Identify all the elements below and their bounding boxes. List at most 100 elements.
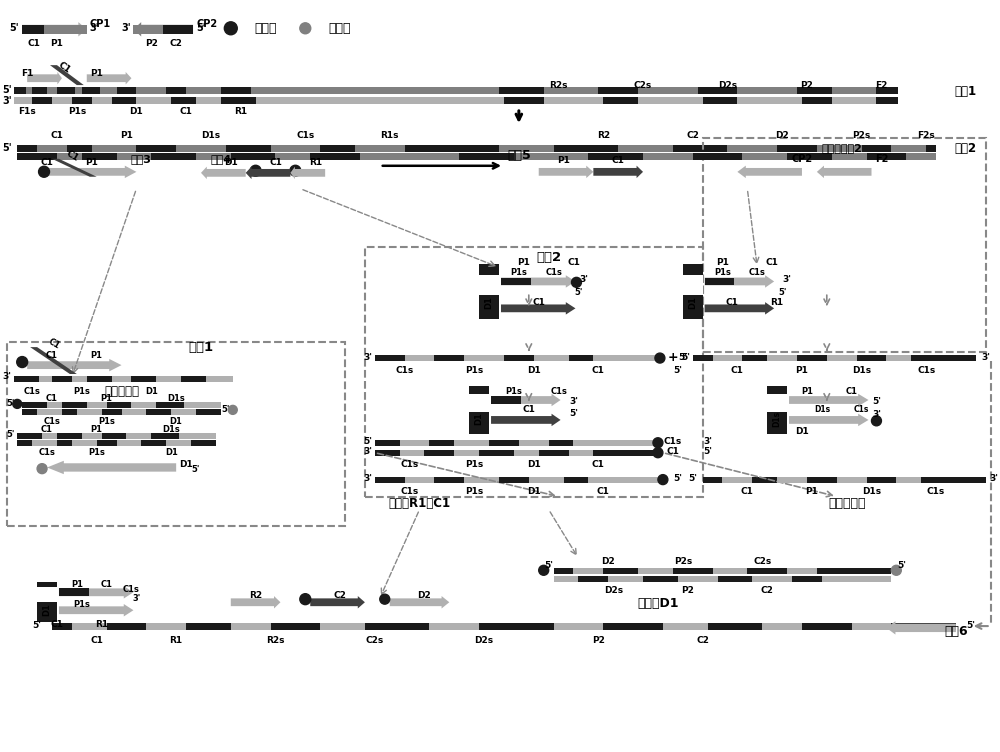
Bar (52, 376, 72, 382)
FancyArrow shape (737, 165, 802, 178)
Bar (554, 623, 603, 630)
Bar (713, 355, 742, 361)
Bar (718, 576, 752, 582)
Bar (698, 87, 737, 94)
Bar (166, 87, 186, 94)
Text: 5': 5' (192, 465, 200, 475)
Bar (17, 153, 57, 160)
Text: P1s: P1s (714, 268, 731, 277)
Bar (504, 98, 544, 104)
FancyArrow shape (231, 596, 280, 608)
Bar (7, 342, 345, 526)
Bar (504, 355, 534, 361)
Text: 3': 3' (3, 372, 12, 381)
Text: P1s: P1s (88, 448, 105, 457)
Text: F1: F1 (21, 68, 33, 77)
Text: 5': 5' (778, 288, 786, 297)
Bar (62, 402, 87, 408)
Text: 3': 3' (2, 96, 12, 105)
Bar (112, 98, 136, 104)
Text: C1: C1 (597, 487, 610, 496)
Text: D2: D2 (775, 132, 789, 141)
Text: P1s: P1s (73, 599, 90, 608)
Bar (32, 87, 47, 94)
Text: D1: D1 (130, 108, 143, 117)
Text: D2: D2 (601, 556, 615, 566)
Bar (876, 98, 898, 104)
Bar (231, 623, 271, 630)
Bar (722, 477, 752, 483)
Text: F2s: F2s (917, 132, 935, 141)
Bar (703, 98, 737, 104)
Text: P2: P2 (145, 39, 158, 47)
Text: R2s: R2s (266, 635, 285, 644)
Bar (767, 386, 787, 434)
Circle shape (250, 165, 261, 176)
Text: P1s: P1s (505, 387, 522, 396)
FancyArrow shape (47, 461, 176, 475)
Text: R1: R1 (234, 108, 247, 117)
Text: 5': 5' (681, 353, 690, 362)
Text: CP2: CP2 (196, 20, 218, 29)
Text: 5': 5' (544, 561, 553, 570)
Text: C1: C1 (726, 298, 739, 307)
Text: D1: D1 (43, 602, 52, 616)
Bar (501, 277, 531, 285)
Text: C2s: C2s (634, 80, 652, 89)
Text: 3': 3' (579, 275, 588, 284)
Bar (355, 145, 405, 152)
Circle shape (871, 416, 881, 426)
Circle shape (380, 594, 390, 604)
Bar (72, 440, 97, 446)
Text: 3': 3' (363, 474, 372, 483)
Bar (166, 440, 191, 446)
Text: D2s: D2s (604, 586, 623, 595)
FancyArrow shape (133, 22, 193, 36)
Text: 步骤5: 步骤5 (507, 150, 531, 162)
Bar (310, 153, 360, 160)
Text: 3': 3' (872, 411, 881, 420)
FancyArrow shape (246, 167, 290, 179)
Bar (151, 433, 179, 438)
FancyArrow shape (705, 275, 774, 288)
Bar (82, 153, 117, 160)
Text: 3': 3' (122, 23, 131, 33)
Bar (876, 87, 898, 94)
Bar (375, 355, 658, 361)
Text: 近似于R1、C1: 近似于R1、C1 (388, 497, 451, 510)
Text: D1s: D1s (773, 411, 782, 427)
FancyArrow shape (886, 621, 956, 635)
Text: P1s: P1s (68, 108, 86, 117)
Text: 5': 5' (574, 288, 583, 297)
Text: C1: C1 (612, 156, 625, 165)
Text: D1s: D1s (814, 405, 830, 414)
Circle shape (658, 475, 668, 484)
Bar (817, 145, 862, 152)
Bar (156, 402, 184, 408)
Circle shape (290, 165, 301, 176)
Text: C1s: C1s (296, 132, 314, 141)
Bar (375, 477, 658, 483)
FancyArrow shape (491, 414, 561, 426)
Text: P1s: P1s (465, 460, 483, 469)
Text: P1: P1 (517, 258, 530, 267)
Text: C1: C1 (741, 487, 754, 496)
Text: C1: C1 (567, 258, 580, 267)
Bar (131, 376, 156, 382)
Text: P1s: P1s (510, 268, 527, 277)
Bar (221, 87, 251, 94)
Bar (499, 87, 544, 94)
Bar (705, 277, 734, 285)
Text: P2: P2 (800, 80, 813, 89)
Bar (17, 433, 216, 438)
Bar (271, 145, 320, 152)
Text: R1s: R1s (380, 132, 399, 141)
FancyArrow shape (27, 72, 62, 84)
Circle shape (13, 399, 22, 408)
FancyArrow shape (501, 275, 575, 288)
Text: R1: R1 (170, 635, 183, 644)
Bar (827, 355, 857, 361)
Bar (87, 376, 112, 382)
Text: R2: R2 (597, 132, 610, 141)
Bar (37, 409, 62, 415)
